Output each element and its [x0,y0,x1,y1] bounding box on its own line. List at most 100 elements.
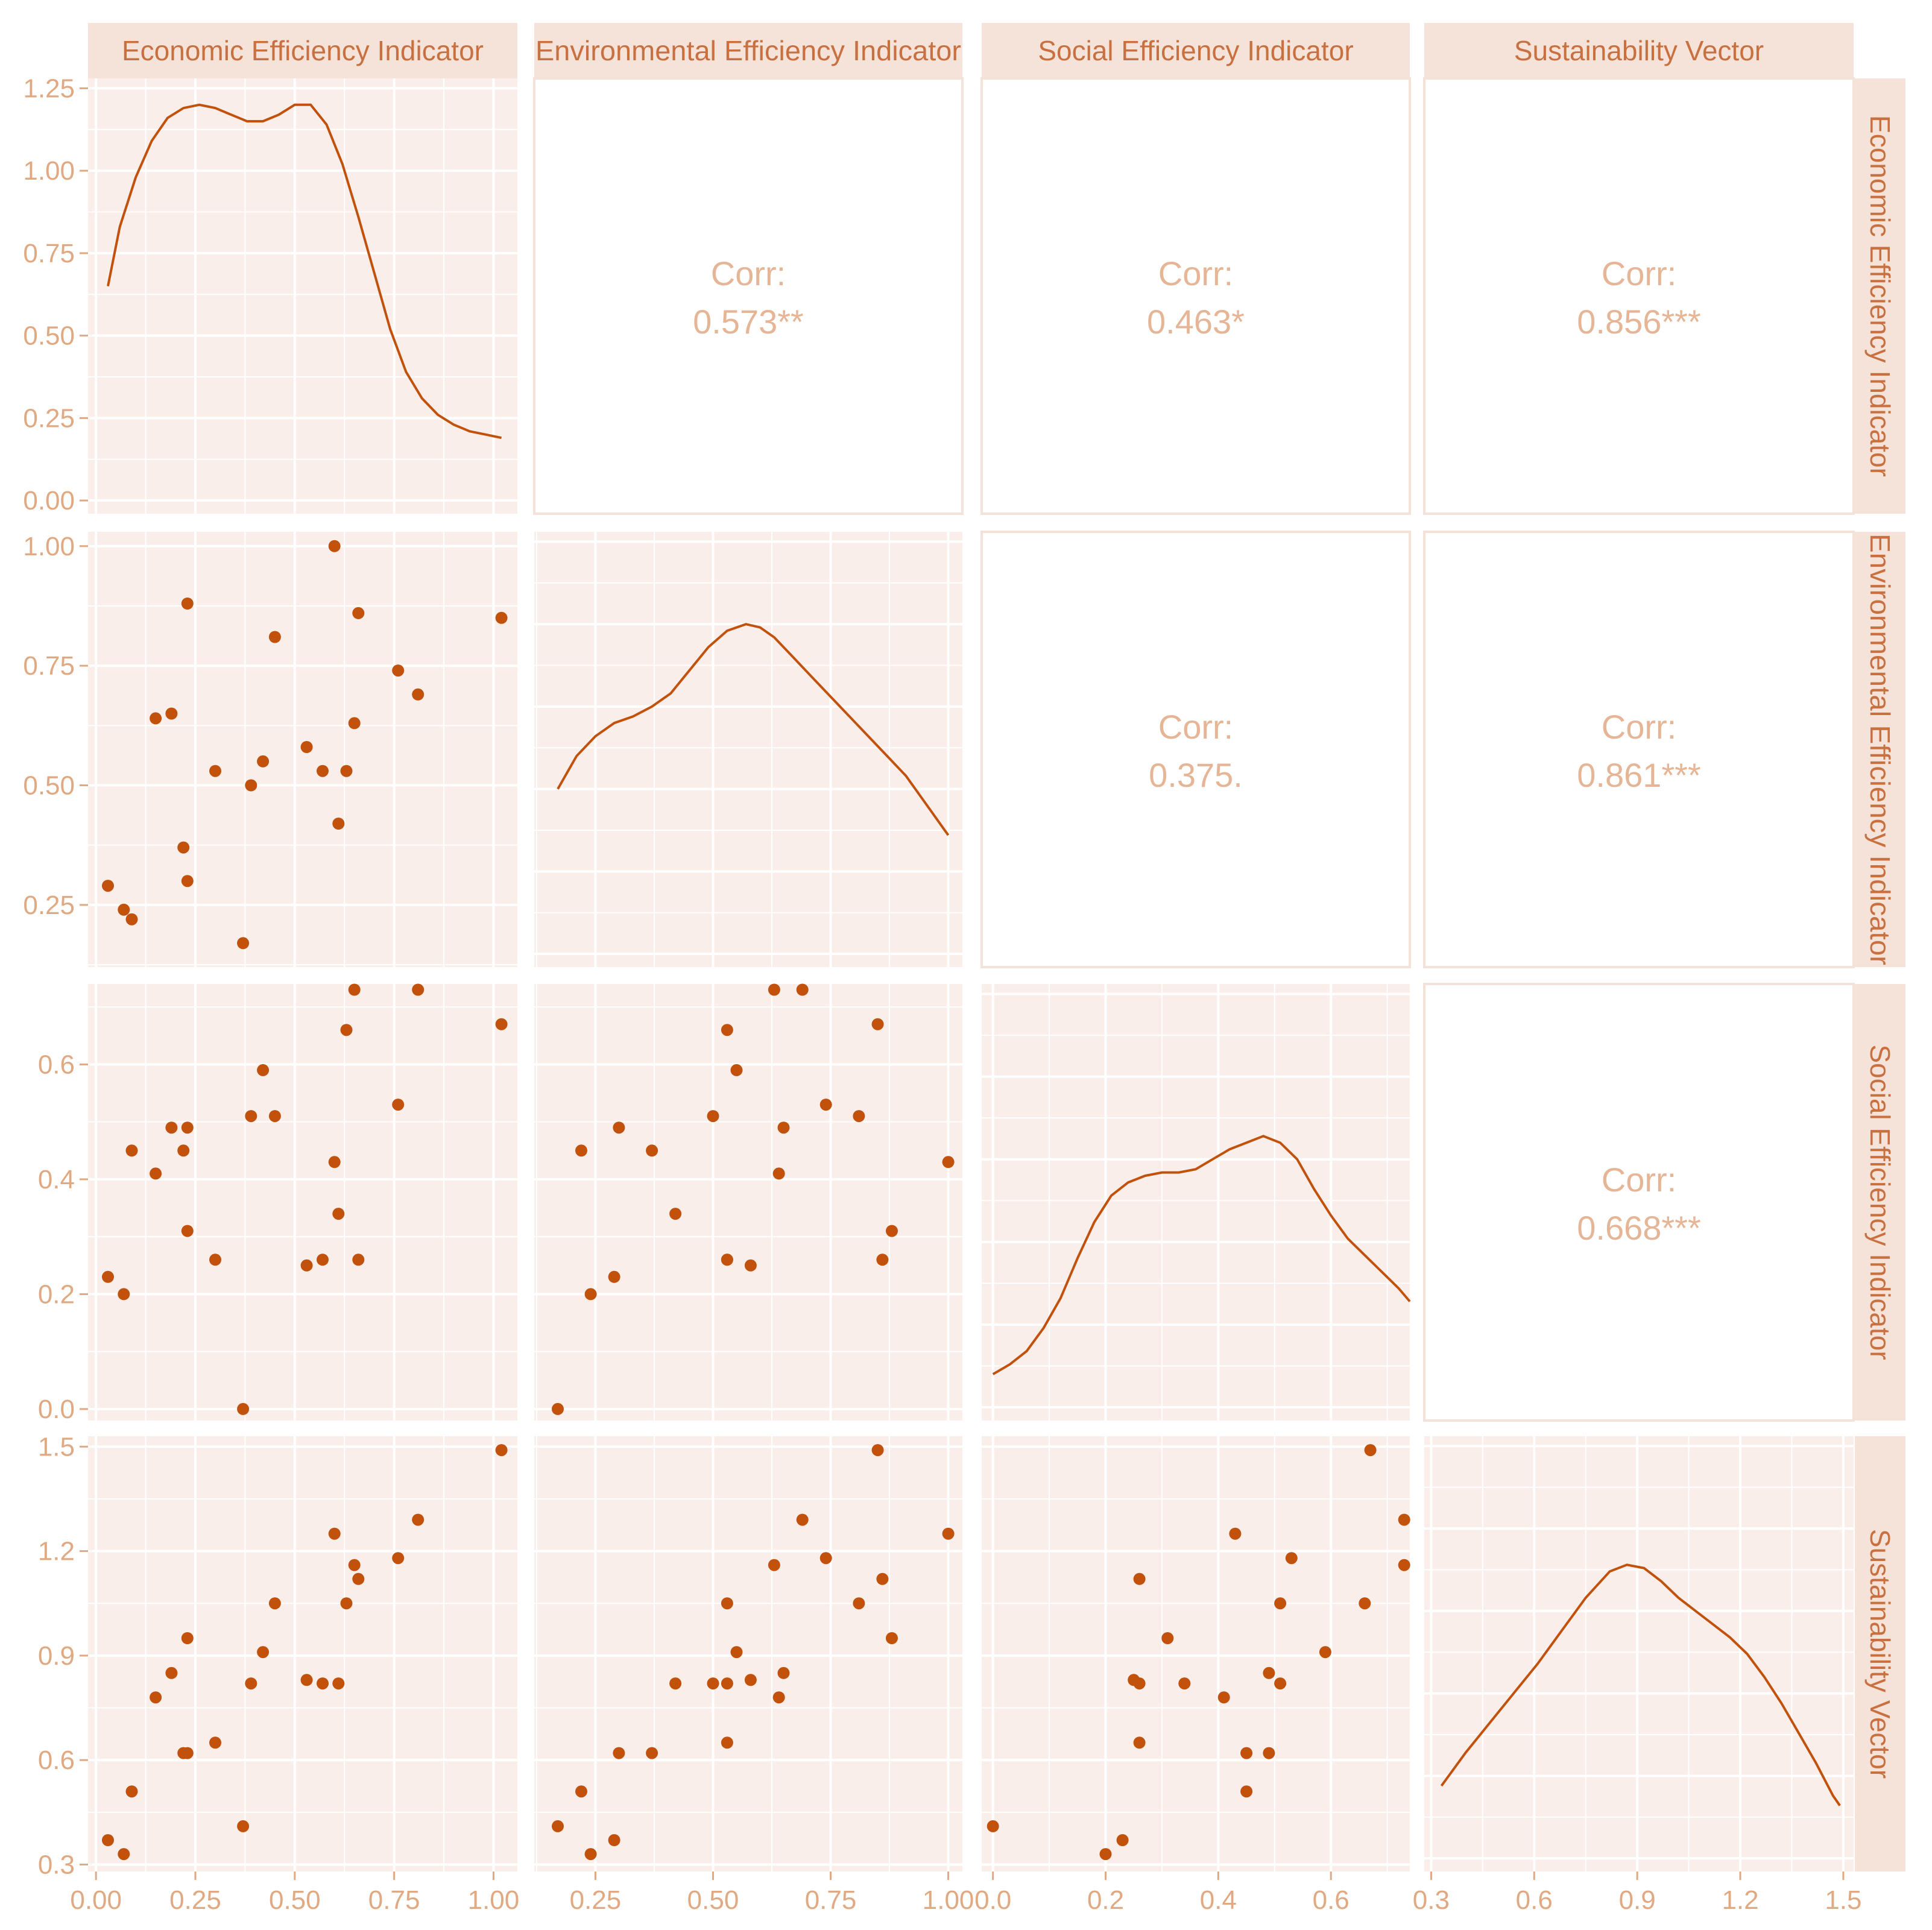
panel-r0-c3 [1423,77,1855,515]
scatter-point [102,1270,114,1283]
scatter-point [245,779,257,792]
scatter-point [1263,1747,1275,1759]
scatter-point [1319,1646,1331,1659]
y-tick-label: 0.00 [23,486,75,516]
correlation-value: 0.861*** [1577,756,1701,794]
correlation-label: Corr: [1158,708,1233,746]
scatter-point [886,1225,898,1237]
y-tick-label: 0.6 [38,1050,75,1079]
scatter-point [721,1677,733,1690]
scatter-point [181,1747,194,1759]
scatter-point [177,841,190,854]
panel-background [982,984,1410,1421]
y-tick-label: 1.00 [23,156,75,186]
scatter-point [1359,1597,1371,1610]
scatter-point [209,1254,221,1266]
scatter-point [412,983,425,996]
scatter-point [209,765,221,777]
scatter-point [871,1444,884,1457]
scatter-point [392,1552,405,1565]
scatter-point [495,1444,508,1457]
correlation-value: 0.668*** [1577,1209,1701,1247]
scatter-point [721,1254,733,1266]
scatter-point [777,1121,790,1134]
correlation-panel-bg [1423,983,1855,1422]
scatter-point [1263,1667,1275,1679]
scatter-point [237,937,250,950]
scatter-point [853,1110,865,1123]
y-tick-label: 1.2 [38,1537,75,1566]
x-tick-label: 0.9 [1619,1885,1656,1915]
y-tick-label: 1.5 [38,1432,75,1462]
scatter-point [392,664,405,677]
scatter-point [257,755,270,768]
panel-r2-c0 [88,983,517,1421]
y-tick-label: 0.6 [38,1746,75,1775]
x-tick-label: 0.25 [570,1885,622,1915]
scatter-point [584,1288,597,1301]
panel-background [88,78,517,514]
correlation-label: Corr: [1602,1161,1676,1199]
panel-r0-c1 [533,77,964,515]
scatter-point [721,1024,733,1036]
scatter-point [165,1121,178,1134]
scatter-point [181,1632,194,1644]
scatter-point [300,741,313,753]
scatter-point [165,707,178,720]
y-tick-label: 0.4 [38,1165,75,1194]
scatter-point [328,1156,341,1168]
scatter-point [268,1597,281,1610]
panel-r1-c3 [1423,531,1855,968]
y-tick-label: 0.25 [23,891,75,920]
scatter-point [412,1513,425,1526]
scatter-point [1217,1691,1230,1704]
scatter-point [768,983,780,996]
scatter-point [552,1820,564,1832]
x-tick-label: 0.6 [1313,1885,1350,1915]
scatter-point [707,1110,719,1123]
correlation-value: 0.856*** [1577,303,1701,341]
x-tick-label: 0.50 [269,1885,321,1915]
correlation-value: 0.463* [1147,303,1245,341]
row-label-1: Environmental Efficiency Indicator [1864,534,1896,965]
y-tick-label: 1.00 [23,532,75,561]
scatter-point [721,1736,733,1749]
x-tick-label: 0.25 [169,1885,221,1915]
column-label-3: Sustainability Vector [1514,35,1764,66]
scatter-point [1099,1848,1112,1861]
panel-r2-c3 [1423,983,1855,1422]
x-tick-label: 0.2 [1087,1885,1124,1915]
scatter-point [772,1691,785,1704]
scatter-point [300,1259,313,1272]
panel-background [88,984,517,1421]
panel-background [982,1436,1410,1872]
scatter-point [772,1167,785,1180]
scatter-point [853,1597,865,1610]
correlation-label: Corr: [1602,254,1676,292]
scatter-point [317,765,329,777]
scatter-point [150,1167,162,1180]
scatter-point [819,1552,832,1565]
panel-r1-c1 [534,532,962,967]
x-tick-label: 1.5 [1825,1885,1861,1915]
scatter-point [317,1254,329,1266]
scatter-point [300,1674,313,1686]
x-tick-label: 0.75 [368,1885,420,1915]
panel-r3-c1 [534,1436,962,1872]
scatter-point [1398,1513,1410,1526]
y-tick-label: 0.50 [23,771,75,801]
scatter-point [730,1064,743,1076]
panel-background [534,1436,962,1872]
scatter-point [721,1597,733,1610]
scatter-point [575,1785,587,1798]
scatter-point [942,1156,955,1168]
panel-background [1424,1436,1854,1872]
scatter-point [392,1099,405,1111]
scatter-point [352,1572,365,1585]
y-tick-label: 0.3 [38,1850,75,1879]
scatter-point [1116,1834,1129,1846]
axes-layer: 0.00 0.25 0.50 0.75 1.00 1.25 0.25 0.50 0.75 1.00… [23,74,1861,1915]
scatter-point [125,1785,138,1798]
panel-r1-c2 [980,531,1411,968]
correlation-panel-bg [533,77,964,515]
